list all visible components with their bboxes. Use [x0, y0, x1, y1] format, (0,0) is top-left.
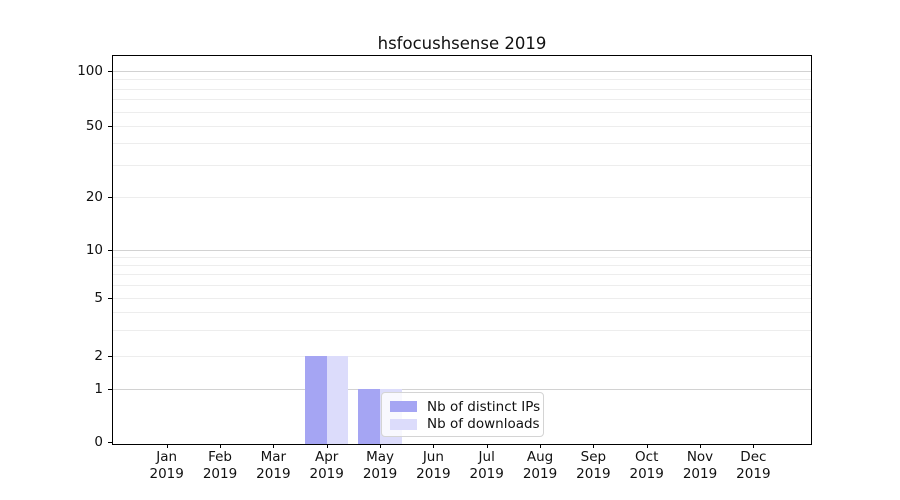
bar-may-series0	[358, 388, 381, 444]
x-tick-year: 2019	[469, 466, 504, 482]
x-tick-label-apr: Apr 2019	[287, 449, 367, 483]
legend-label-downloads: Nb of downloads	[427, 416, 540, 433]
y-tick-1	[108, 388, 112, 390]
x-tick-year: 2019	[736, 466, 771, 482]
y-tick-2	[108, 356, 112, 357]
x-tick-year: 2019	[629, 466, 664, 482]
chart-title: hsfocushsense 2019	[377, 34, 547, 53]
gridline-major-10	[113, 249, 811, 251]
x-tick-year: 2019	[522, 466, 558, 482]
gridline-minor-50	[113, 126, 811, 127]
y-tick-0	[108, 442, 112, 443]
x-tick-label-mar: Mar 2019	[233, 449, 313, 483]
x-tick-label-sep: Sep 2019	[553, 449, 633, 483]
y-tick-20	[108, 196, 112, 198]
x-tick-month: Jul	[478, 449, 495, 465]
x-tick-month: Jun	[422, 449, 444, 465]
x-tick-month: Oct	[635, 449, 659, 465]
gridline-minor-6	[113, 284, 811, 286]
y-tick-100	[108, 71, 112, 72]
x-tick-nov	[700, 444, 702, 448]
x-tick-label-jan: Jan 2019	[127, 449, 207, 483]
x-tick-label-nov: Nov 2019	[660, 449, 740, 483]
x-tick-label-dec: Dec 2019	[713, 449, 793, 483]
legend-swatch-distinct-ips	[390, 401, 417, 413]
y-tick-10	[108, 249, 112, 251]
bar-apr-series0	[304, 356, 327, 444]
gridline-minor-4	[113, 311, 811, 313]
x-tick-apr	[326, 444, 328, 448]
x-tick-year: 2019	[149, 466, 184, 482]
x-tick-year: 2019	[576, 466, 611, 482]
x-tick-year: 2019	[362, 466, 398, 482]
gridline-minor-9	[113, 256, 811, 258]
legend-item-distinct-ips: Nb of distinct IPs	[390, 398, 540, 416]
x-tick-oct	[646, 444, 648, 448]
x-tick-year: 2019	[682, 466, 718, 482]
y-tick-50	[108, 126, 112, 127]
x-tick-month: Feb	[208, 449, 232, 465]
gridline-minor-60	[113, 111, 811, 113]
legend-label-distinct-ips: Nb of distinct IPs	[427, 398, 541, 415]
y-tick-label-0: 0	[94, 434, 103, 450]
y-tick-label-50: 50	[85, 118, 103, 134]
bar-apr-series1	[326, 356, 349, 444]
x-tick-jul	[486, 444, 488, 448]
gridline-minor-2	[113, 356, 811, 357]
y-tick-label-20: 20	[85, 188, 103, 205]
x-tick-sep	[593, 444, 595, 448]
gridline-major-1	[113, 388, 811, 390]
x-tick-aug	[540, 444, 542, 448]
x-tick-month: Jan	[156, 449, 178, 465]
x-tick-year: 2019	[416, 466, 451, 482]
gridline-major-100	[113, 71, 811, 72]
x-tick-feb	[220, 444, 222, 448]
x-tick-label-jun: Jun 2019	[393, 449, 473, 483]
x-tick-label-aug: Aug 2019	[500, 449, 580, 483]
x-tick-label-feb: Feb 2019	[180, 449, 260, 483]
gridline-minor-90	[113, 79, 811, 81]
legend-swatch-downloads	[390, 418, 417, 430]
legend: Nb of distinct IPs Nb of downloads	[381, 392, 544, 437]
x-tick-label-oct: Oct 2019	[607, 449, 687, 483]
legend-item-downloads: Nb of downloads	[390, 416, 540, 434]
gridline-minor-80	[113, 88, 811, 90]
gridline-minor-20	[113, 196, 811, 198]
x-tick-year: 2019	[256, 466, 291, 482]
x-tick-label-jul: Jul 2019	[447, 449, 527, 483]
x-tick-month: May	[366, 449, 394, 465]
gridline-minor-40	[113, 143, 811, 145]
gridline-minor-30	[113, 165, 811, 167]
x-tick-month: Aug	[526, 449, 554, 465]
y-tick-label-2: 2	[94, 348, 103, 364]
x-tick-month: Nov	[686, 449, 714, 465]
x-tick-may	[380, 444, 382, 448]
y-tick-label-1: 1	[94, 380, 103, 397]
x-tick-month: Apr	[315, 449, 339, 465]
plot-area	[112, 55, 812, 445]
gridline-minor-8	[113, 264, 811, 266]
x-tick-dec	[753, 444, 755, 448]
y-tick-label-100: 100	[77, 63, 103, 79]
y-tick-label-5: 5	[94, 289, 103, 306]
y-tick-label-10: 10	[85, 241, 103, 258]
gridline-minor-70	[113, 99, 811, 101]
x-tick-jan	[166, 444, 168, 448]
x-tick-year: 2019	[202, 466, 238, 482]
x-tick-month: Sep	[580, 449, 607, 465]
x-tick-month: Mar	[260, 449, 287, 465]
gridline-minor-5	[113, 297, 811, 299]
x-tick-jun	[433, 444, 435, 448]
x-tick-year: 2019	[309, 466, 344, 482]
y-tick-5	[108, 297, 112, 299]
x-tick-month: Dec	[740, 449, 767, 465]
gridline-minor-3	[113, 330, 811, 332]
gridline-minor-7	[113, 274, 811, 276]
x-tick-label-may: May 2019	[340, 449, 420, 483]
x-tick-mar	[273, 444, 275, 448]
